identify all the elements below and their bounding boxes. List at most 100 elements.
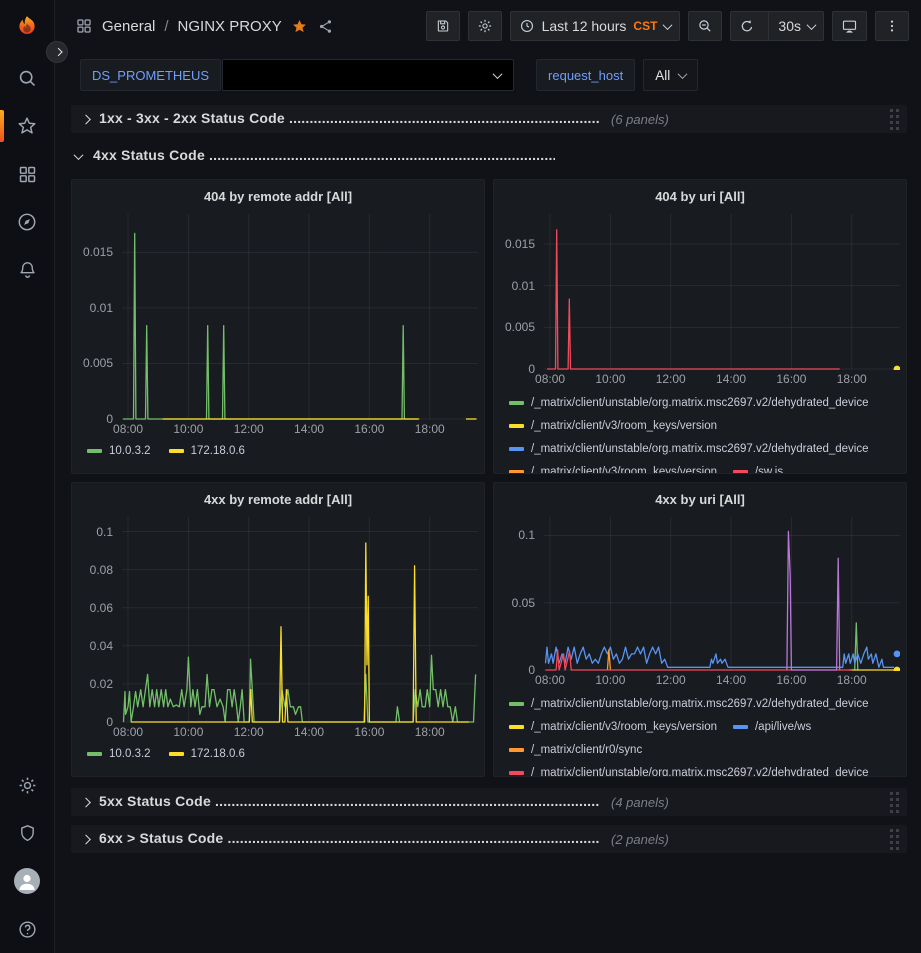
x-tick-label: 08:00 [535,673,566,687]
bell-icon [19,261,35,278]
legend-label: /_matrix/client/unstable/org.matrix.msc2… [531,397,869,409]
dashboard-settings-button[interactable] [467,11,502,41]
time-range-picker[interactable]: Last 12 hours CST [509,11,681,41]
submenu: DS_PROMETHEUS request_host All [55,52,921,101]
chevron-down-icon [73,149,84,160]
row-drag-handle[interactable] [888,827,901,852]
legend-label: /_matrix/client/r0/sync [531,744,643,756]
x-tick-label: 12:00 [655,673,686,687]
y-tick-label: 0.08 [89,562,113,577]
x-tick-label: 16:00 [776,372,807,386]
panel-title[interactable]: 404 by remote addr [All] [203,188,353,204]
legend-item[interactable]: 172.18.0.6 [168,746,245,762]
datasource-variable-value[interactable] [222,59,515,91]
legend-label: /_matrix/client/v3/room_keys/version [531,466,717,474]
panel-title[interactable]: 4xx by remote addr [All] [203,491,353,507]
star-icon [18,117,36,134]
legend-item[interactable]: /api/live/ws [732,719,812,735]
y-tick-label: 0.1 [96,524,113,539]
legend-label: /_matrix/client/unstable/org.matrix.msc2… [531,443,869,455]
gear-icon [478,19,491,33]
save-dashboard-button[interactable] [425,11,460,41]
dashboard-row-header[interactable]: 1xx - 3xx - 2xx Status Code ............… [71,105,907,133]
y-axis-labels: 0 0.05 0.1 [502,515,544,689]
request-host-variable-value[interactable]: All [643,59,699,91]
legend-swatch [509,771,524,775]
legend-swatch [509,401,524,405]
kebab-menu-icon [890,20,894,32]
y-tick-label: 0 [528,663,535,677]
x-tick-label: 18:00 [414,422,445,436]
sidebar-item-alerting[interactable] [0,246,55,294]
chevron-down-icon [806,19,817,30]
legend-item[interactable]: /_matrix/client/unstable/org.matrix.msc2… [509,395,869,411]
chart-canvas [122,517,478,723]
question-icon [18,920,36,938]
navbar: General / NGINX PROXY [55,0,921,52]
row-drag-handle[interactable] [888,107,901,132]
chart-area: 0 0.005 0.01 0.015 08:00 10:00 12:00 14:00 16:00… [80,212,478,438]
y-tick-label: 0.005 [82,356,113,371]
dashboard-row-header[interactable]: 4xx Status Code ........................… [71,142,907,170]
request-host-variable-label[interactable]: request_host [536,59,636,91]
legend-item[interactable]: /_matrix/client/unstable/org.matrix.msc2… [509,441,869,457]
sidebar-item-starred[interactable] [0,102,55,150]
legend-swatch [732,470,748,473]
datasource-variable-label[interactable]: DS_PROMETHEUS [80,59,222,91]
grafana-logo[interactable] [0,0,55,54]
legend-item[interactable]: /_matrix/client/v3/room_keys/version [509,418,717,434]
dashboard-row-header[interactable]: 5xx Status Code ........................… [71,788,907,816]
x-tick-label: 08:00 [535,372,566,386]
breadcrumb-folder[interactable]: General [102,17,156,35]
legend-item[interactable]: /_matrix/client/v3/room_keys/version [509,719,717,735]
breadcrumb-separator: / [164,17,169,35]
chart-area: 0 0.02 0.04 0.06 0.08 0.1 08:00 10:00 12:00 14:00… [80,515,478,741]
panel: 404 by remote addr [All] 0 0.005 0.01 0.015 0… [71,179,485,474]
user-avatar [14,868,40,894]
panel-title[interactable]: 4xx by uri [All] [655,491,745,507]
sidebar-item-server-admin[interactable] [0,809,55,857]
x-tick-label: 10:00 [173,422,204,436]
legend-swatch [509,470,524,473]
legend-item[interactable]: 172.18.0.6 [168,443,245,459]
chart-area: 0 0.05 0.1 08:00 10:00 12:00 14:00 16:00 18:00 [502,515,900,689]
legend-item[interactable]: /_matrix/client/unstable/org.matrix.msc2… [509,696,869,712]
tv-mode-button[interactable] [832,11,867,41]
row-title-text: 6xx > Status Code [99,830,228,846]
legend-label: /api/live/ws [754,721,812,733]
legend-item[interactable]: 10.0.3.2 [87,443,151,459]
y-axis-labels: 0 0.005 0.01 0.015 [502,212,544,388]
plot-area: 08:00 10:00 12:00 14:00 16:00 18:00 [113,212,478,438]
sidebar-item-help[interactable] [0,905,55,953]
share-icon[interactable] [317,18,334,35]
sidebar-item-profile[interactable] [0,857,55,905]
sidebar-item-dashboards[interactable] [0,150,55,198]
favorite-star-icon[interactable] [291,18,308,35]
refresh-button-group[interactable]: 30s [730,11,824,41]
chart-area: 0 0.005 0.01 0.015 08:00 10:00 12:00 14:00 16:00… [502,212,900,388]
legend-item[interactable]: /_matrix/client/v3/room_keys/version [509,464,717,474]
compass-icon [18,213,36,231]
sidebar-item-search[interactable] [0,54,55,102]
time-range-label: Last 12 hours [541,18,627,34]
breadcrumb-dashboard-title[interactable]: NGINX PROXY [177,17,282,35]
kebab-menu-button[interactable] [875,11,909,41]
legend-item[interactable]: 10.0.3.2 [87,746,151,762]
legend-label: /_matrix/client/unstable/org.matrix.msc2… [531,767,869,777]
panel-title[interactable]: 404 by uri [All] [655,188,745,204]
row-title-text: 4xx Status Code [93,147,210,163]
legend-swatch [87,752,102,756]
legend-item[interactable]: /_matrix/client/unstable/org.matrix.msc2… [509,765,869,777]
chart-canvas [122,214,478,420]
row-drag-handle[interactable] [888,790,901,815]
legend-label: 172.18.0.6 [190,445,245,457]
zoom-out-time-button[interactable] [688,11,723,41]
sidebar-expand-toggle[interactable] [46,41,68,63]
dashboard-row-header[interactable]: 6xx > Status Code ......................… [71,825,907,853]
plot-area: 08:00 10:00 12:00 14:00 16:00 18:00 [535,212,900,388]
sidebar-item-explore[interactable] [0,198,55,246]
legend-item[interactable]: /_matrix/client/r0/sync [509,742,642,758]
y-tick-label: 0 [106,715,113,729]
sidebar-item-configuration[interactable] [0,761,55,809]
legend-item[interactable]: /sw.js [732,464,783,473]
